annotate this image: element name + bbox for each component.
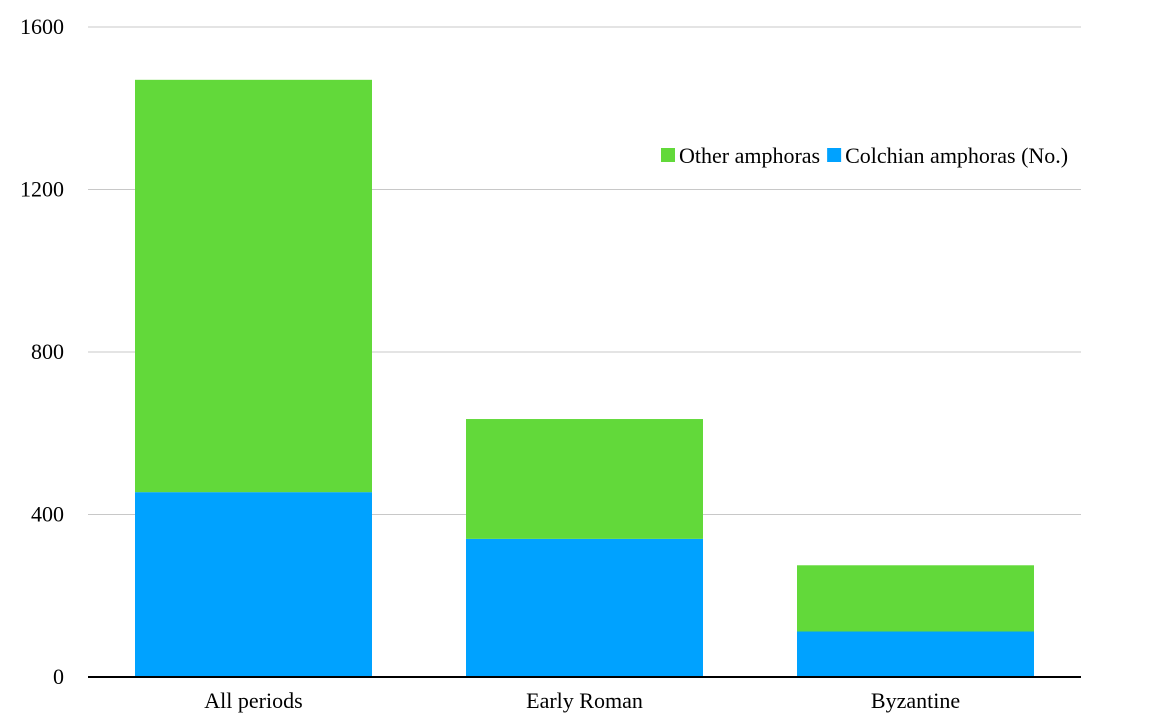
bar-early-roman-series-0 (466, 538, 703, 677)
y-tick-label-400: 400 (31, 502, 64, 527)
legend-label-0: Other amphoras (679, 143, 820, 168)
x-axis-category-labels: All periods Early Roman Byzantine (204, 688, 960, 713)
x-category-label: All periods (204, 688, 302, 713)
bar-all-periods-series-0 (135, 492, 372, 677)
legend-swatch-1 (827, 148, 842, 162)
y-tick-label-1200: 1200 (20, 177, 64, 202)
bar-all-periods-series-1 (135, 79, 372, 493)
x-category-label: Early Roman (526, 688, 643, 713)
bar-early-roman-series-1 (466, 419, 703, 539)
bars (135, 79, 1034, 677)
bar-byzantine-series-0 (797, 631, 1034, 677)
x-category-label: Byzantine (871, 688, 960, 713)
y-tick-label-0: 0 (53, 664, 64, 689)
y-tick-label-800: 800 (31, 339, 64, 364)
y-axis-tick-labels: 0 400 800 1200 1600 (20, 14, 64, 689)
legend-swatch-0 (661, 148, 675, 162)
legend-label-1: Colchian amphoras (No.) (845, 143, 1068, 168)
bar-byzantine-series-1 (797, 565, 1034, 632)
legend: Other amphoras Colchian amphoras (No.) (661, 143, 1068, 168)
y-tick-label-1600: 1600 (20, 14, 64, 39)
